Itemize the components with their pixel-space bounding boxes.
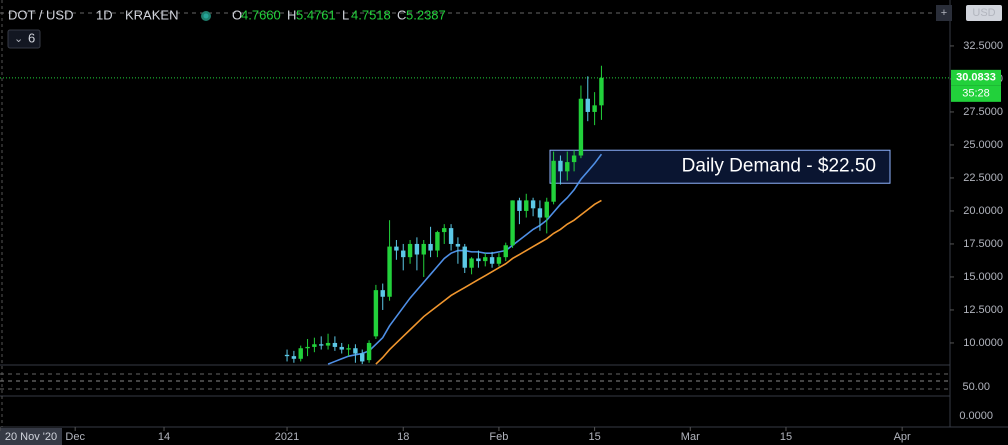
candle-body [551,160,556,202]
candle-body [291,356,297,359]
candle-body [448,228,454,244]
candle-body [442,228,447,233]
candle-body [462,246,467,268]
indicator-chevron: ⌄ [14,33,23,45]
histogram-tick-label: 0.0000 [959,410,993,422]
candle-body [435,232,440,251]
candle-body [537,208,543,218]
interval: 1D [96,7,113,22]
candle-body [407,243,413,258]
indicator-count: 6 [28,30,35,45]
add-icon: + [941,7,947,19]
y-tick-label: 32.5000 [963,40,1003,52]
status-dot [203,13,209,19]
candle-body [496,257,502,264]
exchange: KRAKEN [125,7,178,22]
y-tick-label: 12.5000 [963,304,1003,316]
candle-body [332,342,338,347]
y-tick-label: 25.0000 [963,139,1003,151]
annotation-text: Daily Demand - $22.50 [682,156,876,177]
candle-body [373,290,379,337]
candle-body [565,162,570,172]
candle-body [387,246,392,297]
candle-body [592,105,597,112]
candle-body [530,200,536,209]
candle-body [455,243,461,247]
ohlc-value: 5.4761 [296,7,336,22]
candle-body [571,155,577,163]
x-tick-label: Feb [489,431,508,443]
candle-body [421,243,426,255]
candle-body [298,348,303,359]
candle-body [524,200,529,211]
y-tick-label: 20.0000 [963,205,1003,217]
x-tick-label: 20 Nov '20 [5,431,57,443]
y-tick-label: 15.0000 [963,271,1003,283]
x-tick-label: 18 [397,431,409,443]
candle-body [469,258,474,268]
x-tick-label: 15 [780,431,792,443]
x-tick-label: Mar [681,431,700,443]
candle-body [578,98,584,156]
candle-body [401,250,406,258]
currency-badge [966,5,1002,21]
candle-body [325,342,331,346]
candle-body [599,77,604,106]
candle-body [483,257,488,262]
candle-body [312,344,317,347]
candle-body [544,201,549,218]
candle-body [305,346,310,349]
ohlc-key: L [342,7,349,22]
candle-body [366,342,372,361]
last-price-badge [951,69,1001,86]
candle-body [346,348,351,350]
candle-body [585,98,590,112]
countdown: 35:28 [962,88,990,100]
x-tick-label: Apr [894,431,911,443]
symbol: DOT / USD [8,7,74,22]
x-tick-label: 14 [158,431,170,443]
candle-body [353,348,358,354]
currency: USD [972,7,995,19]
demand-zone [549,149,891,184]
time-crosshair-label-bg [0,428,62,445]
indicator-toggle[interactable] [7,29,41,49]
oscillator-tick-label: 50.00 [962,381,990,393]
candle-body [380,290,385,297]
ohlc-value: 5.2387 [406,7,446,22]
candle-body [558,160,563,172]
candle-body [517,200,522,211]
candle-body [394,246,399,251]
add-button[interactable] [936,5,952,21]
candle-body [428,243,433,251]
last-price-label: 30.0833 [956,72,996,84]
y-tick-label: 17.5000 [963,238,1003,250]
x-tick-label: 2021 [275,431,299,443]
y-tick-label: 10.0000 [963,337,1003,349]
candle-body [360,353,365,362]
candle-body [510,200,515,246]
candle-body [339,346,344,350]
candle-body [414,243,420,255]
moving-average [375,199,602,365]
ohlc-key: O [232,7,242,22]
candle-body [489,257,495,264]
ohlc-value: 4.7660 [241,7,281,22]
x-tick-label: Dec [65,431,85,443]
countdown-badge [951,85,1001,102]
y-tick-label: 22.5000 [963,172,1003,184]
ohlc-value: 4.7518 [351,7,391,22]
ohlc-key: H [287,7,296,22]
candle-body [319,344,324,346]
candle-body [284,354,290,357]
candle-body [476,258,481,262]
header: DOT / USD 1D KRAKEN ⌄ 6 [7,7,211,49]
x-tick-label: 15 [588,431,600,443]
y-tick-label: 27.5000 [963,106,1003,118]
price-pane [0,65,950,365]
candle-body [503,245,508,258]
ohlc-key: C [397,7,406,22]
